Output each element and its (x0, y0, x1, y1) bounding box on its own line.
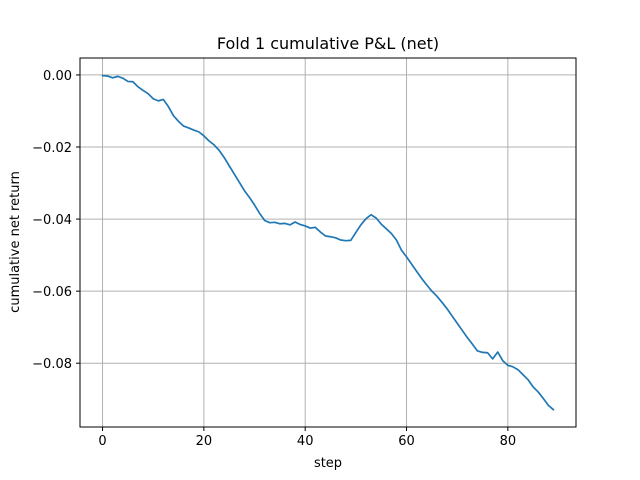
y-tick-label: −0.08 (32, 357, 72, 372)
plot-frame (79, 57, 577, 428)
gridlines (80, 58, 576, 427)
y-axis-label: cumulative net return (8, 171, 23, 313)
axis-ticks: 0 20 40 60 80 0.00 −0.02 −0.04 −0.06 −0.08 (32, 69, 516, 449)
y-tick-label: −0.04 (32, 213, 72, 228)
y-tick-label: −0.06 (32, 285, 72, 300)
x-tick-label: 0 (98, 434, 106, 449)
x-tick-label: 40 (297, 434, 314, 449)
chart-title: Fold 1 cumulative P&L (net) (217, 34, 439, 53)
x-axis-label: step (314, 456, 342, 471)
y-tick-label: 0.00 (43, 69, 72, 84)
x-tick-label: 80 (500, 434, 517, 449)
series-line (101, 74, 555, 411)
y-tick-label: −0.02 (32, 141, 72, 156)
x-tick-label: 60 (398, 434, 415, 449)
x-tick-label: 20 (196, 434, 213, 449)
